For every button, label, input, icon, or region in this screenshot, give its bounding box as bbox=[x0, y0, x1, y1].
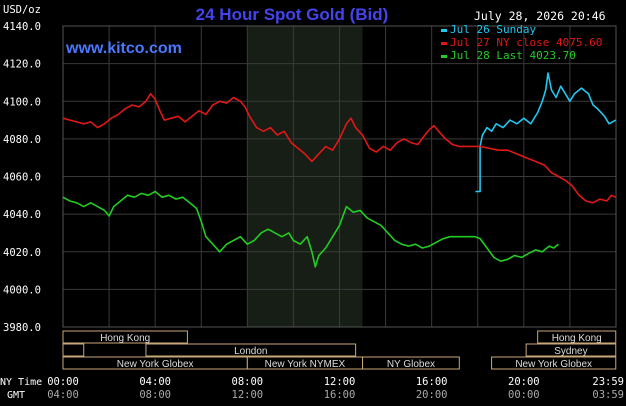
session-box bbox=[145, 343, 357, 357]
y-tick-label: 4080.0 bbox=[3, 134, 41, 146]
y-tick-label: 4060.0 bbox=[3, 172, 41, 184]
grid-lines bbox=[62, 25, 617, 328]
series-line bbox=[62, 92, 617, 204]
legend-label: Jul 26 Sunday bbox=[450, 23, 536, 36]
x-tick-ny: 00:00 bbox=[47, 376, 79, 388]
session-label: New York NYMEX bbox=[265, 359, 346, 370]
x-tick-gmt: 03:59 bbox=[592, 389, 624, 401]
x-tick-ny: 08:00 bbox=[232, 376, 264, 388]
x-tick-ny: 20:00 bbox=[508, 376, 540, 388]
y-tick-label: 4040.0 bbox=[3, 209, 41, 221]
x-tick-ny: 04:00 bbox=[139, 376, 171, 388]
x-tick-ny: 23:59 bbox=[592, 376, 624, 388]
legend-swatch bbox=[441, 55, 447, 58]
y-tick-label: 4140.0 bbox=[3, 21, 41, 33]
timestamp: July 28, 2026 20:46 bbox=[474, 9, 606, 23]
y-axis-label: USD/oz bbox=[3, 4, 41, 16]
x-tick-gmt: 08:00 bbox=[139, 389, 171, 401]
session-label: New York Globex bbox=[515, 359, 592, 370]
x-axis-gmt-label: GMT bbox=[7, 390, 25, 401]
x-axis-ticks: 00:00 04:00 08:00 12:00 16:00 20:00 23:5904:00… bbox=[47, 376, 624, 401]
legend-swatch bbox=[441, 42, 447, 45]
x-tick-gmt: 16:00 bbox=[324, 389, 356, 401]
plot-frame bbox=[62, 25, 617, 328]
session-label: Sydney bbox=[554, 346, 587, 357]
x-tick-ny: 12:00 bbox=[324, 376, 356, 388]
session-label: Hong Kong bbox=[552, 333, 602, 344]
session-label: Hong Kong bbox=[100, 333, 150, 344]
session-box bbox=[362, 356, 460, 370]
x-tick-gmt: 04:00 bbox=[47, 389, 79, 401]
y-axis-ticks: 4140.0 4120.0 4100.0 4080.0 4060.0 4040.0 4020… bbox=[3, 21, 41, 334]
x-tick-ny: 16:00 bbox=[416, 376, 448, 388]
chart-title: 24 Hour Spot Gold (Bid) bbox=[196, 5, 389, 24]
legend-label: Jul 27 NY close 4075.60 bbox=[450, 36, 602, 49]
session-label: London bbox=[234, 346, 267, 357]
session-box bbox=[491, 356, 617, 370]
session-label: NY Globex bbox=[387, 359, 435, 370]
legend-label: Jul 28 Last 4023.70 bbox=[450, 49, 576, 62]
x-axis-ny-time-label: NY Time bbox=[0, 377, 42, 388]
session-box bbox=[537, 330, 617, 344]
y-tick-label: 4100.0 bbox=[3, 96, 41, 108]
legend-swatch bbox=[441, 29, 447, 32]
x-tick-gmt: 12:00 bbox=[232, 389, 264, 401]
series-line bbox=[475, 72, 617, 193]
session-box bbox=[62, 343, 85, 357]
session-label: New York Globex bbox=[117, 359, 194, 370]
y-tick-label: 3980.0 bbox=[3, 322, 41, 334]
series-line bbox=[62, 190, 559, 268]
session-box bbox=[62, 330, 188, 344]
y-tick-label: 4020.0 bbox=[3, 247, 41, 259]
y-tick-label: 4000.0 bbox=[3, 284, 41, 296]
trading-sessions: Hong Kong Hong Kong London Sydney New York G… bbox=[62, 330, 617, 370]
y-tick-label: 4120.0 bbox=[3, 59, 41, 71]
x-tick-gmt: 20:00 bbox=[416, 389, 448, 401]
x-tick-gmt: 00:00 bbox=[508, 389, 540, 401]
session-box bbox=[525, 343, 617, 357]
series-layer bbox=[62, 72, 617, 268]
kitco-watermark: www.kitco.com bbox=[65, 40, 182, 57]
